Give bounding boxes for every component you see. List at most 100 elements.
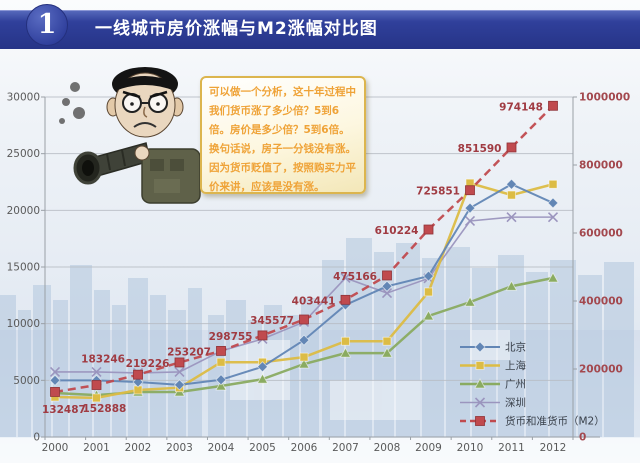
data-point-marker bbox=[464, 215, 476, 227]
data-point-marker bbox=[422, 270, 435, 282]
data-point-marker bbox=[92, 393, 101, 403]
data-point-marker bbox=[505, 280, 518, 291]
data-point-marker bbox=[215, 374, 227, 386]
m2-data-label: 132487 bbox=[42, 404, 86, 416]
data-point-marker bbox=[505, 178, 518, 190]
slide-number-badge: 1 bbox=[26, 4, 68, 46]
quote-paragraph-2: 因为货币贬值了，按照购买力平价来讲，应该是没有涨。 bbox=[209, 162, 356, 193]
data-point-marker bbox=[49, 366, 61, 378]
legend-item-广州: 广州 bbox=[460, 378, 526, 391]
data-point-marker bbox=[422, 310, 435, 321]
year-label: 2006 bbox=[291, 442, 318, 454]
left-axis-label: 5000 bbox=[13, 375, 40, 387]
cannon-cartoon-figure bbox=[59, 67, 201, 204]
m2-data-label: 725851 bbox=[416, 186, 460, 198]
smoke-puffs bbox=[59, 82, 85, 124]
data-point-marker bbox=[299, 314, 309, 325]
data-point-marker bbox=[381, 288, 393, 299]
data-point-marker bbox=[216, 357, 226, 367]
right-axis-label: 400000 bbox=[579, 296, 623, 308]
left-axis-label: 30000 bbox=[7, 92, 40, 104]
data-point-marker bbox=[298, 358, 310, 369]
m2-data-label: 345577 bbox=[250, 315, 294, 327]
right-axis-label: 0 bbox=[579, 432, 586, 444]
data-point-marker bbox=[381, 280, 393, 292]
data-point-marker bbox=[474, 378, 486, 389]
data-point-marker bbox=[91, 366, 102, 378]
year-label: 2000 bbox=[42, 442, 69, 454]
data-point-marker bbox=[340, 272, 351, 284]
data-point-marker bbox=[548, 179, 558, 189]
legend-item-上海: 上海 bbox=[460, 359, 526, 372]
legend-label: 北京 bbox=[505, 341, 526, 354]
m2-data-label: 253207 bbox=[167, 346, 211, 358]
year-label: 2001 bbox=[83, 442, 110, 454]
year-label: 2012 bbox=[540, 442, 567, 454]
m2-data-label: 974148 bbox=[499, 101, 543, 113]
data-point-marker bbox=[257, 330, 268, 341]
m2-data-label: 475166 bbox=[333, 271, 377, 283]
m2-data-label: 610224 bbox=[375, 225, 419, 237]
m2-data-label: 851590 bbox=[458, 143, 502, 155]
left-axis-label: 15000 bbox=[7, 262, 40, 274]
title-bar bbox=[0, 10, 640, 49]
data-point-marker bbox=[216, 346, 226, 356]
data-point-marker bbox=[341, 336, 350, 346]
m2-data-label: 403441 bbox=[292, 295, 336, 307]
data-point-marker bbox=[423, 224, 434, 235]
year-label: 2005 bbox=[249, 442, 276, 454]
left-axis-label: 25000 bbox=[7, 148, 40, 160]
data-point-marker bbox=[547, 197, 559, 209]
legend-label: 货币和准货币（M2） bbox=[505, 415, 605, 428]
quote-box: 可以做一个分析，这十年过程中我们货币涨了多少倍？5到6倍。房价是多少倍？5到6倍… bbox=[200, 76, 366, 194]
page-title: 一线城市房价涨幅与M2涨幅对比图 bbox=[95, 19, 378, 39]
legend-label: 广州 bbox=[505, 379, 526, 391]
data-point-marker bbox=[49, 374, 61, 386]
m2-data-label: 152888 bbox=[83, 403, 127, 415]
m2-data-label: 298755 bbox=[209, 331, 253, 343]
m2-data-label: 219226 bbox=[126, 358, 170, 370]
year-label: 2009 bbox=[415, 442, 442, 454]
left-axis-label: 0 bbox=[33, 432, 40, 444]
year-label: 2010 bbox=[457, 442, 484, 454]
year-label: 2011 bbox=[498, 442, 525, 454]
data-point-marker bbox=[424, 287, 433, 297]
data-point-marker bbox=[547, 272, 559, 283]
data-point-marker bbox=[507, 190, 516, 200]
legend-label: 上海 bbox=[505, 359, 526, 372]
year-label: 2004 bbox=[208, 442, 235, 454]
year-label: 2007 bbox=[332, 442, 359, 454]
data-point-marker bbox=[506, 142, 517, 153]
legend-item-货币和准货币（M2）: 货币和准货币（M2） bbox=[460, 415, 605, 428]
data-point-marker bbox=[548, 100, 558, 111]
data-point-marker bbox=[382, 270, 392, 281]
data-point-marker bbox=[256, 373, 269, 384]
data-point-marker bbox=[474, 397, 486, 408]
m2-data-label: 183246 bbox=[81, 354, 125, 366]
data-point-marker bbox=[299, 352, 309, 362]
right-axis-label: 600000 bbox=[579, 228, 623, 240]
data-point-marker bbox=[91, 380, 102, 390]
legend-item-北京: 北京 bbox=[460, 341, 526, 354]
data-point-marker bbox=[50, 387, 60, 397]
data-point-marker bbox=[465, 185, 475, 196]
data-point-marker bbox=[215, 380, 227, 391]
data-point-marker bbox=[464, 202, 476, 214]
data-point-marker bbox=[256, 361, 269, 373]
data-point-marker bbox=[340, 294, 351, 305]
data-point-marker bbox=[547, 212, 559, 223]
quote-paragraph-1: 可以做一个分析，这十年过程中我们货币涨了多少倍？5到6倍。房价是多少倍？5到6倍… bbox=[209, 86, 356, 155]
data-point-marker bbox=[475, 416, 485, 426]
data-point-marker bbox=[475, 361, 485, 370]
cannon-icon bbox=[73, 142, 201, 204]
right-axis-label: 800000 bbox=[579, 160, 623, 172]
data-point-marker bbox=[464, 296, 476, 307]
data-point-marker bbox=[133, 369, 143, 380]
data-point-marker bbox=[506, 212, 517, 223]
caricature-head bbox=[106, 67, 184, 138]
data-point-marker bbox=[339, 347, 352, 358]
data-point-marker bbox=[173, 379, 186, 391]
